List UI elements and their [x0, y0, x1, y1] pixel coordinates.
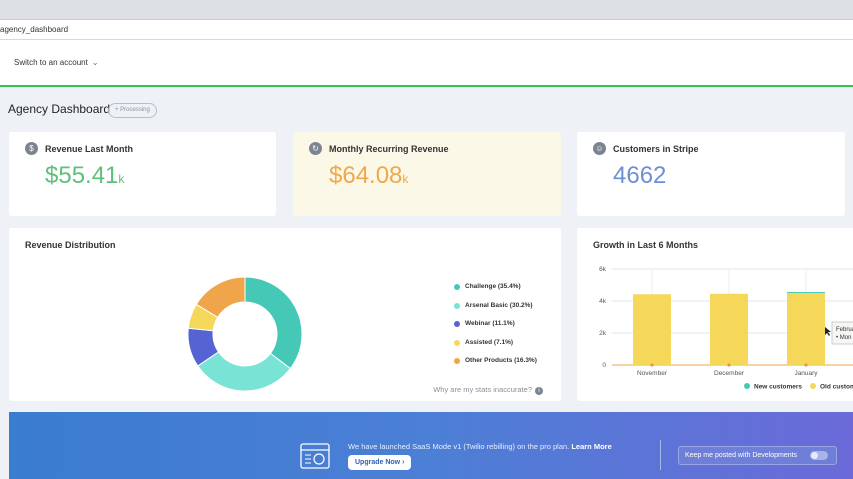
x-tick-label: January	[794, 370, 818, 377]
data-point	[727, 363, 731, 367]
upgrade-now-button[interactable]: Upgrade Now ›	[348, 455, 412, 470]
data-point	[650, 363, 654, 367]
y-tick-label: 6k	[599, 266, 607, 273]
bar-new-customers[interactable]	[787, 292, 825, 293]
divider	[660, 440, 661, 470]
switch-account-label: Switch to an account	[14, 58, 88, 67]
url-text: agency_dashboard	[0, 25, 69, 34]
donut-legend: Challenge (35.4%) Arsenal Basic (30.2%) We…	[454, 283, 537, 376]
legend-swatch	[454, 358, 460, 364]
kpi-label: Monthly Recurring Revenue	[329, 144, 449, 154]
bar-old-customers[interactable]	[633, 294, 671, 365]
learn-more-link[interactable]: Learn More	[571, 442, 612, 451]
chevron-down-icon: ⌄	[91, 58, 99, 67]
legend-label: New customers	[754, 384, 802, 391]
page-title: Agency Dashboard	[8, 102, 111, 116]
kpi-label: Revenue Last Month	[45, 144, 134, 154]
kpi-value: $55.41k	[45, 162, 125, 189]
data-point	[804, 363, 808, 367]
kpi-label: Customers in Stripe	[613, 144, 699, 154]
x-tick-label: November	[637, 370, 668, 377]
revenue-last-month-card: $ Revenue Last Month $55.41k	[9, 132, 276, 216]
announcement-banner: We have launched SaaS Mode v1 (Twilio re…	[9, 412, 853, 479]
kpi-value: $64.08k	[329, 162, 409, 189]
users-icon: ☺	[593, 142, 606, 155]
banner-message: We have launched SaaS Mode v1 (Twilio re…	[348, 442, 612, 451]
switch-account-dropdown[interactable]: Switch to an account ⌄	[14, 58, 99, 67]
legend-swatch	[744, 383, 750, 389]
bar-old-customers[interactable]	[710, 293, 748, 365]
donut-slice[interactable]	[197, 351, 292, 392]
dollar-icon: $	[25, 142, 38, 155]
legend-item: Assisted (7.1%)	[454, 339, 537, 358]
customers-card: ☺ Customers in Stripe 4662	[577, 132, 845, 216]
mouse-cursor	[825, 327, 831, 336]
y-tick-label: 0	[602, 362, 606, 369]
growth-card: Growth in Last 6 Months 6k 4k 2k 0 November D…	[577, 228, 853, 401]
card-title: Revenue Distribution	[25, 240, 116, 250]
status-badge: + Processing	[108, 103, 157, 118]
revenue-distribution-card: Revenue Distribution Challenge (35.4%) Ar…	[9, 228, 561, 401]
keep-posted-toggle[interactable]: Keep me posted with Developments	[678, 446, 837, 465]
growth-bar-chart: 6k 4k 2k 0 November December January New custom…	[599, 266, 853, 391]
legend-swatch	[454, 339, 460, 346]
refresh-icon: ↻	[309, 142, 322, 155]
chart-tooltip	[831, 321, 853, 345]
x-tick-label: December	[714, 370, 745, 377]
legend-label: Old custom	[820, 384, 853, 391]
y-tick-label: 2k	[599, 330, 607, 337]
tooltip-text: • Mon	[836, 335, 851, 341]
browser-tab-bar	[0, 0, 853, 20]
tooltip-text: Februa	[836, 327, 853, 333]
toggle-switch[interactable]	[810, 451, 828, 460]
legend-swatch	[810, 383, 816, 389]
y-tick-label: 4k	[599, 298, 607, 305]
legend-item: Webinar (11.1%)	[454, 320, 537, 339]
legend-swatch	[454, 302, 460, 309]
mrr-card: ↻ Monthly Recurring Revenue $64.08k	[293, 132, 561, 216]
kpi-value: 4662	[613, 162, 667, 189]
donut-slice[interactable]	[195, 276, 246, 319]
stats-inaccurate-link[interactable]: Why are my stats inaccurate? i	[433, 385, 543, 395]
legend-swatch	[454, 321, 460, 327]
bar-old-customers[interactable]	[787, 293, 825, 365]
account-bar: Switch to an account ⌄	[0, 40, 853, 87]
card-title: Growth in Last 6 Months	[593, 240, 698, 250]
legend-item: Arsenal Basic (30.2%)	[454, 302, 537, 321]
donut-slice[interactable]	[244, 276, 303, 370]
info-icon: i	[535, 387, 543, 395]
address-bar[interactable]: agency_dashboard	[0, 20, 853, 40]
donut-chart	[187, 276, 303, 392]
legend-swatch	[454, 284, 460, 290]
legend-item: Challenge (35.4%)	[454, 283, 537, 302]
legend-item: Other Products (16.3%)	[454, 357, 537, 376]
dashboard-icon	[300, 443, 330, 469]
